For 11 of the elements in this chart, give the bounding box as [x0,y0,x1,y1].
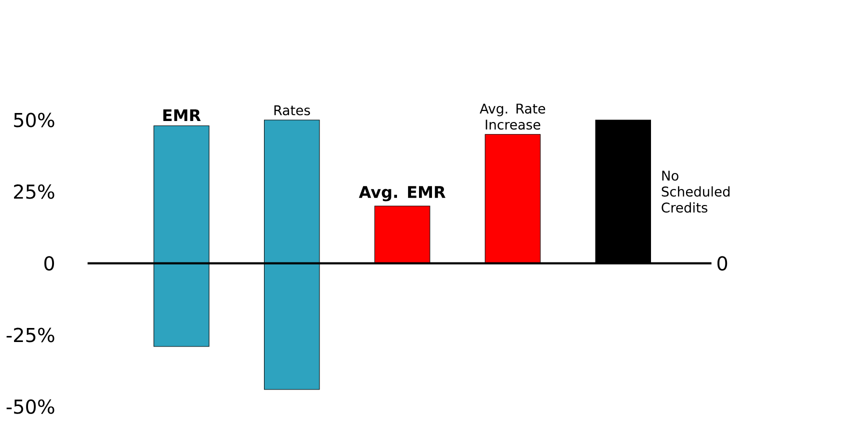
y-tick-label: 50% [14,112,54,128]
x-tick-label: EMR [163,110,201,122]
y-tick-label: -25% [6,328,54,342]
y-tick-label: -50% [6,400,54,414]
x-tick-label: No Scheduled Credits [662,170,730,213]
y-tick-label: 0 [44,256,54,271]
x-tick-label: Avg. EMR [358,186,446,202]
x-tick-label: Avg. Rate Increase [480,104,546,130]
ref-line-label: 0 [717,256,728,271]
y-tick-label: 25% [14,184,54,200]
x-tick-label: Rates [274,106,310,116]
